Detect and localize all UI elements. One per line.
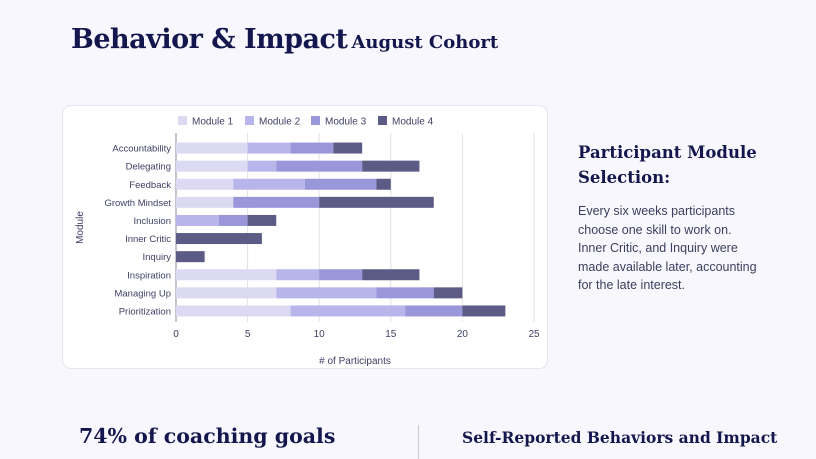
bar-module-1 [176,287,277,299]
y-tick-label: Inspiration [127,270,171,281]
bar-module-4 [362,160,420,172]
y-tick-label: Inquiry [142,252,171,263]
legend-swatch [378,116,387,125]
y-tick-label: Feedback [129,180,171,191]
y-tick-label: Accountability [112,144,171,155]
legend-swatch [311,116,320,125]
bar-module-2 [176,214,219,226]
page-subtitle: August Cohort [351,32,499,53]
bar-module-2 [247,142,291,154]
bar-module-4 [376,178,391,190]
chart-card: 0 5 10 15 20 25 Accountability Delegating Feedba… [62,105,548,369]
bar-module-3 [405,305,463,317]
module-selection-body: Every six weeks participants choose one … [578,204,757,292]
y-axis-label: Module [75,211,86,244]
bar-module-1 [176,196,234,208]
y-tick-label: Delegating [126,162,171,173]
y-tick-label: Inner Critic [125,234,171,245]
x-tick-label: 10 [314,329,326,340]
bar-module-3 [319,269,363,281]
page-title-main: Behavior & Impact [71,24,348,55]
bar-module-4 [176,251,205,263]
coaching-goals-heading: 74% of coaching goals [79,424,336,448]
bar-module-4 [462,305,506,317]
bar-module-1 [176,305,291,317]
bar-module-3 [233,196,320,208]
legend-label: Module 2 [259,117,301,128]
bar-module-4 [176,233,262,245]
bar-module-3 [376,287,434,299]
bar-module-2 [247,160,277,172]
legend-swatch [178,116,187,125]
y-tick-label: Prioritization [119,306,171,317]
section-divider [418,425,419,459]
stacked-bar-chart: 0 5 10 15 20 25 Accountability Delegating Feedba… [75,116,540,367]
module-selection-note: Participant Module Selection: Every six … [578,140,758,295]
x-tick-label: 15 [385,329,397,340]
bar-module-4 [247,214,277,226]
y-tick-label: Managing Up [114,288,171,299]
module-selection-heading: Participant Module Selection: [578,143,757,187]
y-tick-label: Inclusion [134,216,172,227]
legend-label: Module 3 [325,117,367,128]
bar-module-2 [233,178,305,190]
x-axis-label: # of Participants [319,356,391,367]
y-tick-label: Growth Mindset [104,198,171,209]
bar-module-1 [176,178,234,190]
bar-module-2 [276,287,377,299]
bar-module-1 [176,160,248,172]
bar-module-4 [333,142,363,154]
bar-module-3 [218,214,248,226]
x-tick-label: 0 [173,329,179,340]
legend-swatch [245,116,254,125]
behaviors-impact-heading: Self-Reported Behaviors and Impact [462,428,778,447]
bar-module-3 [304,178,377,190]
page-title: Behavior & Impact August Cohort [71,24,498,55]
bar-module-4 [433,287,463,299]
legend-label: Module 4 [392,117,434,128]
bar-module-2 [276,269,320,281]
x-tick-label: 5 [245,329,251,340]
x-tick-label: 20 [457,329,469,340]
bar-module-3 [276,160,363,172]
legend-label: Module 1 [192,117,234,128]
bar-module-1 [176,142,248,154]
bar-module-4 [362,269,420,281]
bar-module-1 [176,269,277,281]
bar-module-4 [319,196,434,208]
bar-module-2 [290,305,406,317]
x-tick-label: 25 [528,329,540,340]
bar-module-3 [290,142,334,154]
